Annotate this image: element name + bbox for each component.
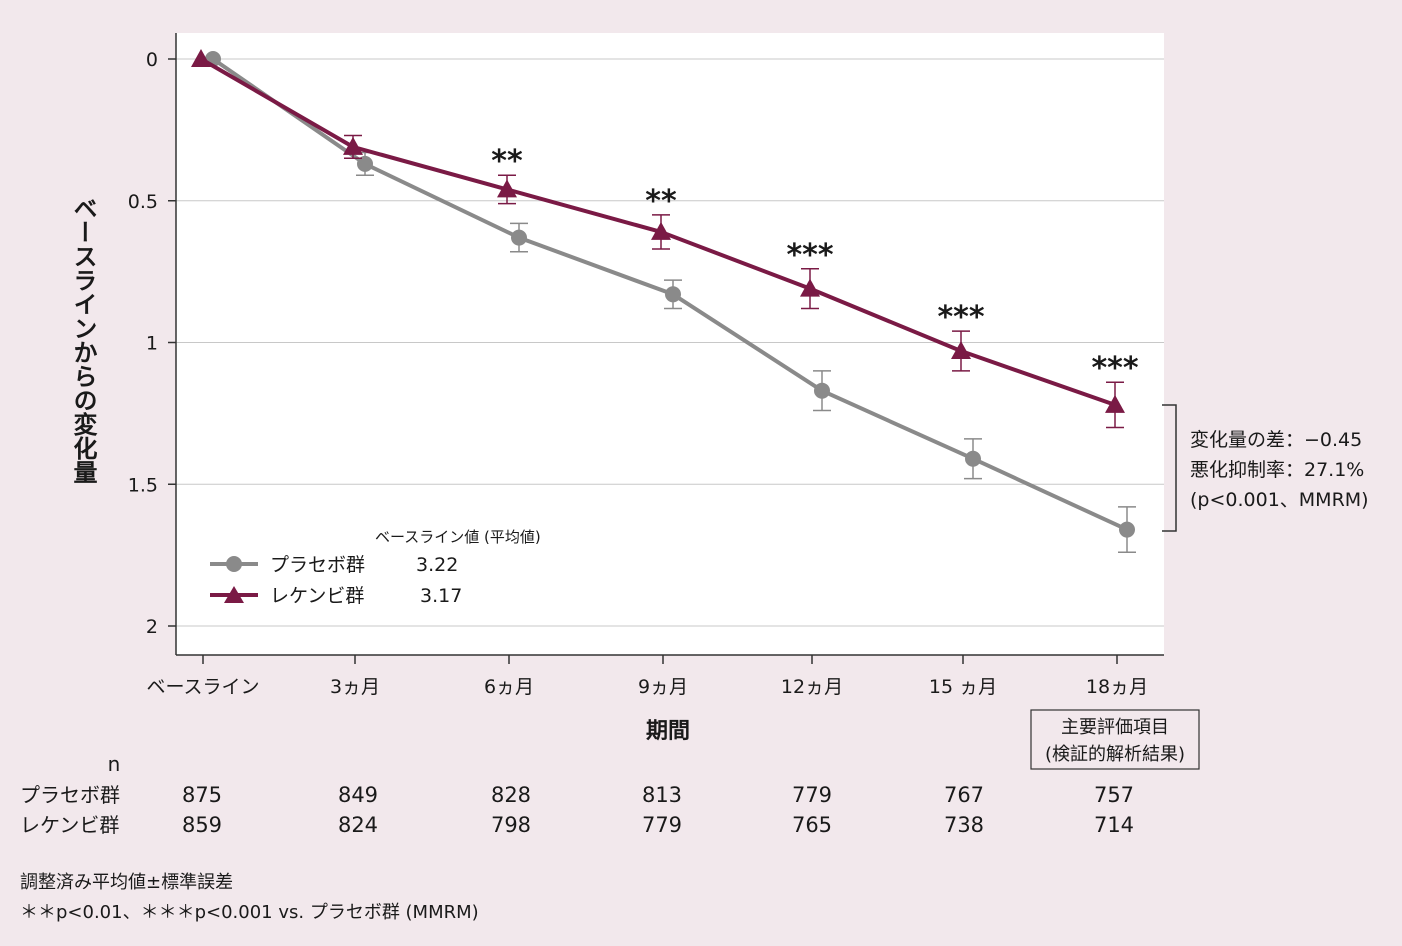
annotation-inhibition: 悪化抑制率：27.1% <box>1190 459 1364 481</box>
n-header: n <box>108 752 121 776</box>
significance-label: *** <box>937 300 984 335</box>
n-cell: 767 <box>944 783 984 807</box>
n-row-label-lecanemab: レケンビ群 <box>20 813 119 837</box>
legend-title: ベースライン値 (平均値) <box>375 528 541 546</box>
series-lecanemab <box>191 49 1125 429</box>
endpoint-line-2: (検証的解析結果) <box>1045 744 1185 765</box>
footnote-se: 調整済み平均値±標準誤差 <box>20 872 233 893</box>
data-point <box>965 450 981 467</box>
significance-label: *** <box>786 238 833 273</box>
n-cell: 714 <box>1094 813 1134 837</box>
difference-bracket <box>1162 404 1177 532</box>
data-point <box>497 179 517 198</box>
primary-endpoint-box: 主要評価項目 (検証的解析結果) <box>1030 709 1200 770</box>
n-cell: 765 <box>792 813 832 837</box>
legend-label-lecanemab: レケンビ群 <box>270 585 364 607</box>
legend: ベースライン値 (平均値) プラセボ群 3.22 レケンビ群 3.17 <box>210 528 541 607</box>
legend-circle-marker <box>226 556 242 572</box>
n-table: n プラセボ群 レケンビ群 875 849 828 813 779 767 757 859 82… <box>20 752 1134 837</box>
y-ticks: 0 0.5 1 1.5 2 <box>128 49 176 638</box>
annotation-diff: 変化量の差：−0.45 <box>1190 429 1362 451</box>
difference-annotation: 変化量の差：−0.45 悪化抑制率：27.1% (p<0.001、MMRM) <box>1190 429 1369 511</box>
n-cell: 798 <box>491 813 531 837</box>
footnote-pvalues: ＊＊p<0.01、＊＊＊p<0.001 vs. プラセボ群 (MMRM) <box>20 902 479 923</box>
data-point <box>665 286 681 303</box>
x-ticks: ベースライン 3ヵ月 6ヵ月 9ヵ月 12ヵ月 15 ヵ月 18ヵ月 <box>146 655 1148 698</box>
n-cell: 738 <box>944 813 984 837</box>
data-point <box>951 341 971 360</box>
n-cell: 779 <box>642 813 682 837</box>
annotation-pvalue: (p<0.001、MMRM) <box>1190 489 1369 511</box>
n-cell: 824 <box>338 813 378 837</box>
data-point <box>1119 521 1135 538</box>
significance-label: ** <box>645 184 677 219</box>
n-cell: 813 <box>642 783 682 807</box>
x-tick-label: 15 ヵ月 <box>929 676 997 698</box>
n-row-label-placebo: プラセボ群 <box>20 783 120 807</box>
data-point <box>1105 394 1125 413</box>
data-point <box>800 278 820 297</box>
plot-area <box>176 33 1164 655</box>
series-layer <box>191 49 1136 554</box>
n-cell: 875 <box>182 783 222 807</box>
legend-baseline-lecanemab: 3.17 <box>420 585 462 607</box>
endpoint-line-1: 主要評価項目 <box>1061 717 1169 738</box>
y-tick-label: 0 <box>146 49 158 71</box>
n-cell: 757 <box>1094 783 1134 807</box>
legend-label-placebo: プラセボ群 <box>270 554 365 576</box>
y-tick-label: 1.5 <box>128 474 158 496</box>
x-tick-label: 6ヵ月 <box>484 676 534 698</box>
y-axis-title: ベースラインからの変化量 <box>69 196 97 484</box>
legend-item-placebo: プラセボ群 3.22 <box>210 554 458 576</box>
x-tick-label: ベースライン <box>146 676 259 698</box>
legend-baseline-placebo: 3.22 <box>416 554 458 576</box>
data-point <box>651 221 671 240</box>
legend-item-lecanemab: レケンビ群 3.17 <box>210 585 462 607</box>
n-cell: 779 <box>792 783 832 807</box>
x-axis-title: 期間 <box>646 719 690 744</box>
data-point <box>343 136 363 155</box>
x-tick-label: 3ヵ月 <box>330 676 380 698</box>
significance-label: ** <box>491 144 523 179</box>
n-cell: 828 <box>491 783 531 807</box>
data-point <box>511 229 527 246</box>
n-cell: 849 <box>338 783 378 807</box>
significance-markers: ************* <box>491 144 1139 386</box>
significance-label: *** <box>1091 351 1138 386</box>
legend-triangle-marker <box>224 586 244 603</box>
data-point <box>191 49 211 67</box>
data-point <box>357 155 373 172</box>
y-tick-label: 0.5 <box>128 191 158 213</box>
gridlines <box>176 58 1164 627</box>
y-tick-label: 1 <box>146 333 158 355</box>
n-cell: 859 <box>182 813 222 837</box>
x-tick-label: 12ヵ月 <box>781 676 843 698</box>
series-placebo <box>205 51 1136 554</box>
n-values: 875 849 828 813 779 767 757 859 824 798 779 765 738 7… <box>182 783 1134 837</box>
data-point <box>814 382 830 399</box>
x-tick-label: 9ヵ月 <box>638 676 688 698</box>
x-tick-label: 18ヵ月 <box>1086 676 1148 698</box>
y-tick-label: 2 <box>146 616 158 638</box>
